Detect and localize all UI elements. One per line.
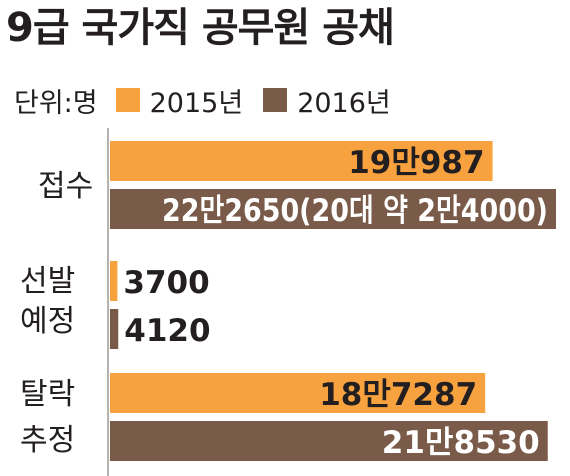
legend-item-2016: 2016년: [263, 81, 391, 120]
bar-planned-2015: [110, 261, 118, 301]
category-label-receipt-line1: 접수: [38, 169, 94, 204]
category-label-planned: 선발 예정: [20, 262, 75, 342]
bar-dropout-2015: [110, 373, 486, 413]
bar-label-dropout-2015: 18만7287: [319, 377, 477, 413]
bar-label-planned-2016: 4120: [124, 313, 210, 349]
bar-planned-2016: [110, 309, 119, 349]
chart-title: 9급 국가직 공무원 공채: [6, 5, 395, 51]
legend-item-2015: 2015년: [115, 81, 244, 120]
category-label-receipt: 접수: [38, 168, 93, 206]
bar-receipt-2015: [110, 141, 493, 181]
legend-swatch-2015: [115, 88, 140, 112]
category-label-dropout-line1: 탈락: [20, 377, 76, 412]
legend: 단위:명 2015년 2016년: [14, 84, 411, 119]
category-label-dropout-line2: 추정: [20, 423, 76, 458]
category-label-planned-line1: 선발: [20, 264, 76, 299]
category-label-planned-line2: 예정: [20, 304, 76, 339]
bar-label-planned-2015: 3700: [123, 265, 209, 301]
legend-swatch-2016: [263, 88, 288, 112]
bar-receipt-2016: [110, 189, 556, 229]
bar-dropout-2016: [110, 421, 548, 461]
bar-label-receipt-2015: 19만987: [348, 145, 484, 181]
legend-label-2015: 2015년: [149, 87, 244, 119]
legend-label-2016: 2016년: [297, 87, 391, 119]
bar-label-dropout-2016: 21만8530: [382, 425, 540, 461]
bar-label-receipt-2016: 22만2650(20대 약 2만4000): [162, 193, 548, 229]
category-label-dropout: 탈락 추정: [20, 372, 75, 464]
unit-label: 단위:명: [14, 87, 98, 119]
